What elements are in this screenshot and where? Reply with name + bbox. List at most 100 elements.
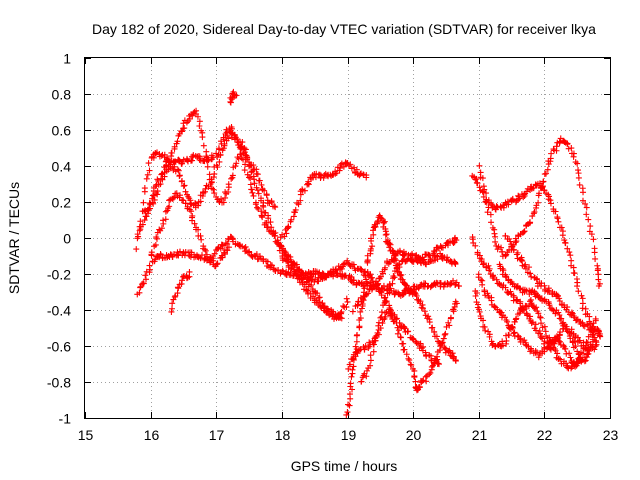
- data-point: [444, 242, 451, 249]
- data-point: [370, 227, 377, 234]
- data-point: [417, 340, 424, 347]
- data-point: [311, 278, 318, 285]
- data-point: [383, 231, 390, 238]
- data-point: [136, 289, 143, 296]
- data-point: [389, 256, 396, 263]
- data-point: [592, 315, 599, 322]
- data-point: [301, 187, 308, 194]
- data-point: [222, 240, 229, 247]
- data-point: [188, 208, 195, 215]
- data-point: [169, 195, 176, 202]
- data-point: [218, 241, 225, 248]
- data-point: [535, 199, 542, 206]
- data-point: [582, 357, 589, 364]
- data-point: [343, 295, 350, 302]
- data-point: [225, 244, 232, 251]
- data-point: [314, 290, 321, 297]
- data-point: [382, 264, 389, 271]
- data-point: [174, 166, 181, 173]
- data-point: [363, 373, 370, 380]
- data-point: [407, 361, 414, 368]
- data-point: [380, 282, 387, 289]
- data-point: [546, 302, 553, 309]
- data-point: [474, 180, 481, 187]
- data-point: [140, 280, 147, 287]
- data-point: [555, 218, 562, 225]
- data-point: [574, 283, 581, 290]
- data-point: [431, 328, 438, 335]
- data-point: [421, 308, 428, 315]
- data-point: [526, 264, 533, 271]
- data-point: [288, 216, 295, 223]
- data-point: [150, 200, 157, 207]
- data-point: [548, 150, 555, 157]
- data-point: [502, 252, 509, 259]
- series-track-6: [168, 268, 193, 315]
- data-point: [561, 237, 568, 244]
- data-point: [531, 208, 538, 215]
- data-point: [378, 292, 385, 299]
- series-track-14: [469, 172, 600, 346]
- data-point: [514, 332, 521, 339]
- data-point: [352, 343, 359, 350]
- x-axis-ticks: 15 16 17 18 19 20 21 22 23: [78, 58, 618, 443]
- data-point: [480, 189, 487, 196]
- data-point: [401, 325, 408, 332]
- data-point: [139, 221, 146, 228]
- data-point: [428, 363, 435, 370]
- data-point: [145, 160, 152, 167]
- data-point: [367, 357, 374, 364]
- data-point: [200, 142, 207, 149]
- data-point: [428, 324, 435, 331]
- data-point: [403, 351, 410, 358]
- data-point: [570, 269, 577, 276]
- data-point: [158, 225, 165, 232]
- data-point: [425, 251, 432, 258]
- data-point: [346, 391, 353, 398]
- data-point: [389, 280, 396, 287]
- data-point: [320, 303, 327, 310]
- data-point: [264, 258, 271, 265]
- data-point: [350, 277, 357, 284]
- data-point: [374, 280, 381, 287]
- data-point: [567, 252, 574, 259]
- data-point: [485, 204, 492, 211]
- data-point: [516, 285, 523, 292]
- data-point: [363, 367, 370, 374]
- series-track-3: [134, 233, 462, 299]
- data-point: [195, 226, 202, 233]
- data-point: [570, 153, 577, 160]
- data-point: [522, 265, 529, 272]
- data-point: [229, 172, 236, 179]
- data-point: [427, 369, 434, 376]
- data-point: [225, 181, 232, 188]
- data-point: [162, 216, 169, 223]
- data-point: [394, 330, 401, 337]
- data-point: [404, 328, 411, 335]
- data-point: [418, 304, 425, 311]
- data-point: [193, 107, 200, 114]
- data-point: [181, 252, 188, 259]
- data-point: [541, 346, 548, 353]
- data-point: [205, 157, 212, 164]
- data-point: [345, 365, 352, 372]
- data-point: [485, 262, 492, 269]
- data-point: [214, 260, 221, 267]
- data-point: [409, 250, 416, 257]
- data-point: [170, 296, 177, 303]
- data-point: [585, 216, 592, 223]
- data-point: [370, 348, 377, 355]
- data-point: [199, 134, 206, 141]
- data-point: [522, 261, 529, 268]
- data-point: [347, 361, 354, 368]
- data-point: [382, 231, 389, 238]
- data-point: [230, 91, 237, 98]
- data-point: [590, 236, 597, 243]
- data-point: [180, 183, 187, 190]
- data-point: [510, 330, 517, 337]
- data-point: [509, 195, 516, 202]
- data-point: [514, 255, 521, 262]
- data-point: [474, 290, 481, 297]
- data-point: [265, 215, 272, 222]
- data-point: [499, 248, 506, 255]
